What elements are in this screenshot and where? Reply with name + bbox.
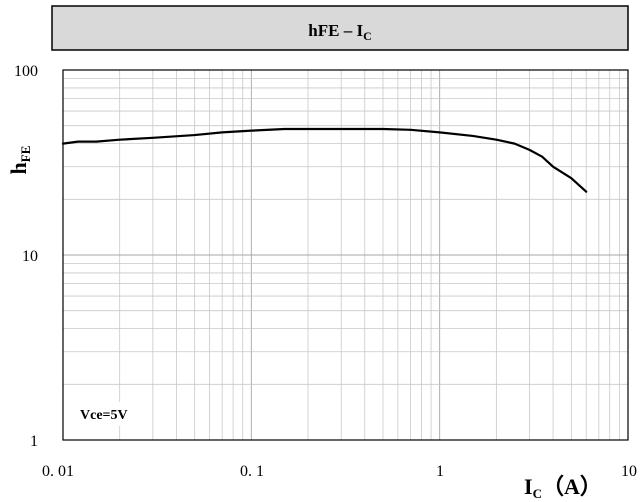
annotation-box [76,402,152,426]
title-main: hFE – I [308,21,363,40]
annotation-vce: Vce=5V [80,408,128,423]
y-axis-label: hFE [6,146,33,175]
x-axis-label-main: I [524,474,533,499]
title-sub: C [363,29,372,43]
title-box [51,5,629,51]
title-text: hFE – IC [308,21,371,43]
chart-title: hFE – IC [51,5,629,51]
hfe-series-line [61,127,588,193]
x-axis-label: IC（A） [524,474,602,501]
x-tick-label-0.1: 0. 1 [240,463,264,480]
grid [62,70,628,441]
x-axis-label-sub: C [533,486,542,501]
x-tick-label-0.01: 0. 01 [42,463,74,480]
x-tick-label-10: 10 [621,463,637,480]
x-tick-label-1: 1 [436,463,444,480]
y-tick-label-10: 10 [22,248,38,265]
y-tick-label-100: 100 [14,63,38,80]
x-axis-label-unit: （A） [542,474,602,499]
plot-frame [62,69,629,441]
y-axis-label-main: h [6,162,31,174]
y-axis-label-sub: FE [18,146,33,163]
y-tick-label-1: 1 [30,433,38,450]
